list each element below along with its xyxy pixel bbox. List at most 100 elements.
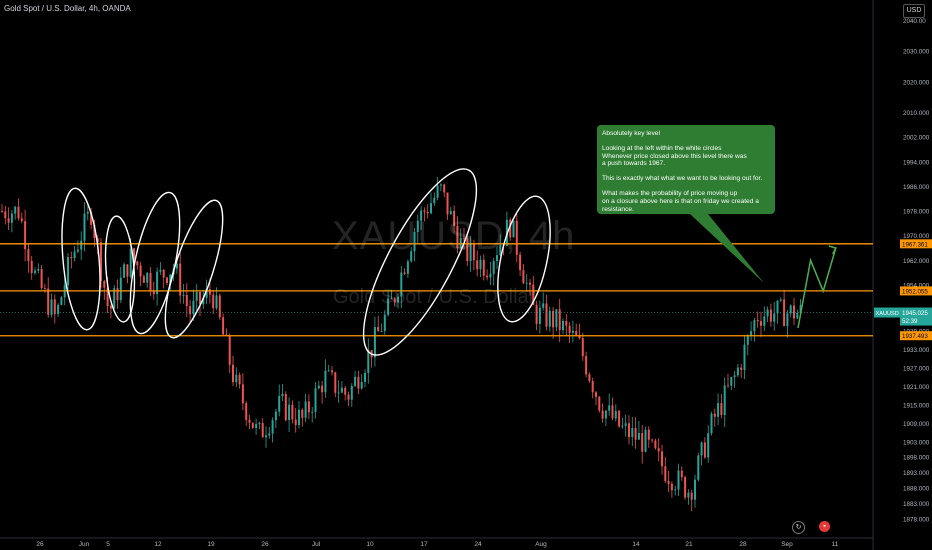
candle-body [796,312,799,319]
event-flag-icon[interactable]: ▪ [819,521,830,532]
candle-body [189,306,192,315]
price-tick-label: 2002.000 [903,135,930,142]
candle-body [789,305,792,314]
candle-body [581,338,584,357]
candle-body [24,221,27,250]
candle-body [703,442,706,458]
candle-body [238,374,241,385]
candle-body [486,275,489,278]
candle-body [258,423,261,425]
candle-body [525,282,528,284]
level-price-label: 1952.055 [902,288,928,295]
candle-body [228,335,231,365]
candle-body [34,270,36,273]
candle-body [166,277,168,283]
candle-body [700,442,703,456]
candle-body [103,281,106,288]
candle-body [621,425,624,427]
candle-body [373,327,376,358]
candle-body [736,367,739,376]
candle-body [113,288,116,309]
candle-body [179,263,182,296]
level-price-label: 1967.361 [902,241,928,248]
candle-body [400,272,403,297]
candle-body [70,257,73,259]
candle-body [519,254,522,271]
candle-body [598,396,601,411]
candle-body [476,260,479,270]
candle-body [284,393,287,421]
candle-body [298,409,300,426]
candle-body [529,282,531,285]
candle-body [793,305,795,319]
candle-body [677,470,680,490]
candle-body [585,356,588,375]
candle-body [139,265,142,277]
time-tick-label: 28 [739,541,747,548]
watermark-name: Gold Spot / U.S. Dollar [333,286,536,308]
candle-body [360,381,363,389]
candle-body [317,385,320,389]
price-tick-label: 2030.000 [903,49,930,56]
candle-body [509,219,512,238]
countdown-label: 52:39 [902,318,918,325]
candle-body [17,206,20,219]
candle-body [769,309,772,322]
candle-body [357,376,360,389]
candle-body [750,331,753,336]
candle-body [542,303,545,308]
candle-body [142,276,145,283]
annotation-note[interactable]: Absolutely key level Looking at the left… [597,125,775,214]
time-tick-label: 12 [154,541,162,548]
candle-body [14,206,17,214]
candle-body [624,423,627,426]
candle-body [271,420,274,434]
candle-body [40,268,43,288]
candle-body [601,410,604,419]
currency-button[interactable]: USD [903,4,925,18]
candle-body [562,320,564,331]
candle-body [27,249,30,262]
candle-body [307,401,310,413]
candle-body [123,264,126,278]
candle-body [347,394,350,400]
candle-body [647,429,650,440]
candle-body [588,374,591,382]
candle-body [614,410,617,419]
candle-body [248,419,251,423]
watermark-symbol: XAUUSD, 4h [332,214,576,258]
candle-body [413,231,416,252]
candle-body [433,197,436,204]
candle-body [146,273,149,283]
candle-body [235,374,238,383]
replay-icon[interactable]: ↻ [792,521,805,534]
candle-body [185,295,188,307]
candle-body [717,403,720,417]
candle-body [327,370,330,372]
candle-body [215,295,218,309]
candle-body [291,404,294,420]
candle-body [274,411,277,421]
price-tick-label: 1909.000 [903,421,930,428]
price-tick-label: 1898.000 [903,455,930,462]
annotation-pointer [690,214,764,283]
candle-body [294,419,297,426]
candle-body [334,372,337,393]
price-tick-label: 1962.000 [903,258,930,265]
price-tick-label: 1978.000 [903,209,930,216]
candle-body [152,291,155,295]
candle-body [90,211,93,225]
candle-body [208,289,211,295]
candle-body [604,410,607,419]
candle-body [538,307,541,324]
candle-body [532,284,535,305]
candle-body [548,310,551,327]
candle-body [93,224,96,239]
candle-body [443,184,446,193]
candle-body [489,273,492,278]
time-tick-label: 11 [832,541,839,548]
candle-body [746,335,749,345]
candle-body [406,261,409,274]
candle-body [50,299,53,315]
